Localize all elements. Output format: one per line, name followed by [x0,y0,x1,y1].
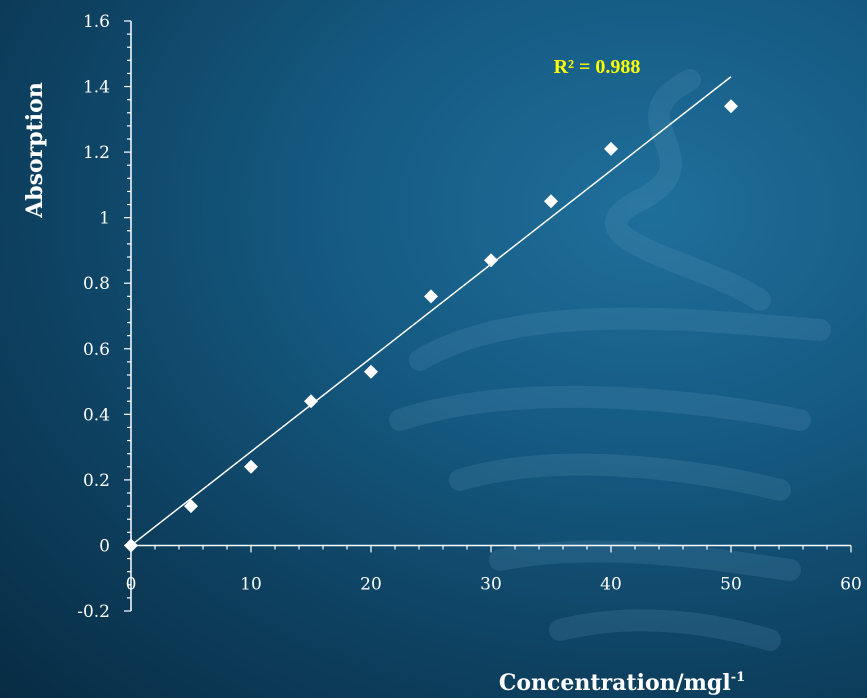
x-axis-title-superscript: -1 [731,670,745,685]
x-tick-label: 60 [840,574,862,594]
y-tick-label: -0.2 [77,602,110,622]
y-tick-label: 0.8 [83,274,110,294]
r-squared-annotation: R² = 0.988 [554,56,641,78]
y-tick-label: 0 [99,536,110,556]
x-tick-label: 50 [720,574,742,594]
y-tick-label: 0.4 [83,405,110,425]
data-point [244,459,258,474]
x-tick-label: 0 [126,574,137,594]
chart-axes [130,21,851,611]
x-tick-label: 30 [480,574,502,594]
y-tick-labels: -0.2 0 0.2 0.4 0.6 0.8 1 1.2 1.4 1.6 [77,12,110,622]
data-point [364,364,378,379]
data-point [124,538,138,553]
x-axis-title: Concentration/mgl-1 [499,670,745,696]
y-tick-label: 1.4 [83,78,110,98]
data-point [604,141,618,156]
x-tick-label: 40 [600,574,622,594]
x-axis-title-text: Concentration/mgl [499,670,731,696]
y-tick-label: 1.2 [83,143,110,163]
y-tick-label: 1 [99,209,110,229]
tick-marks [124,20,852,612]
data-point [304,394,318,409]
y-tick-label: 0.6 [83,340,110,360]
y-tick-label: 1.6 [83,12,110,32]
y-axis-title: Absorption [22,82,48,219]
x-tick-label: 10 [240,574,262,594]
data-point [544,194,558,209]
data-point [424,289,438,304]
data-point [184,499,198,514]
x-tick-labels: 0 10 20 30 40 50 60 [126,574,862,594]
data-points [124,99,738,553]
trendline [130,76,732,547]
y-tick-label: 0.2 [83,471,110,491]
data-point [484,253,498,268]
data-point [724,99,738,114]
x-tick-label: 20 [360,574,382,594]
trendline-group [130,76,732,547]
